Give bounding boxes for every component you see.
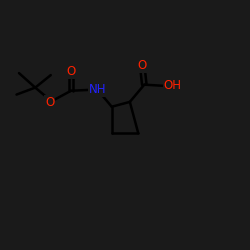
Text: NH: NH [88,83,106,96]
Text: O: O [66,65,76,78]
Text: O: O [138,59,147,72]
Text: OH: OH [164,80,182,92]
Text: O: O [45,96,54,109]
